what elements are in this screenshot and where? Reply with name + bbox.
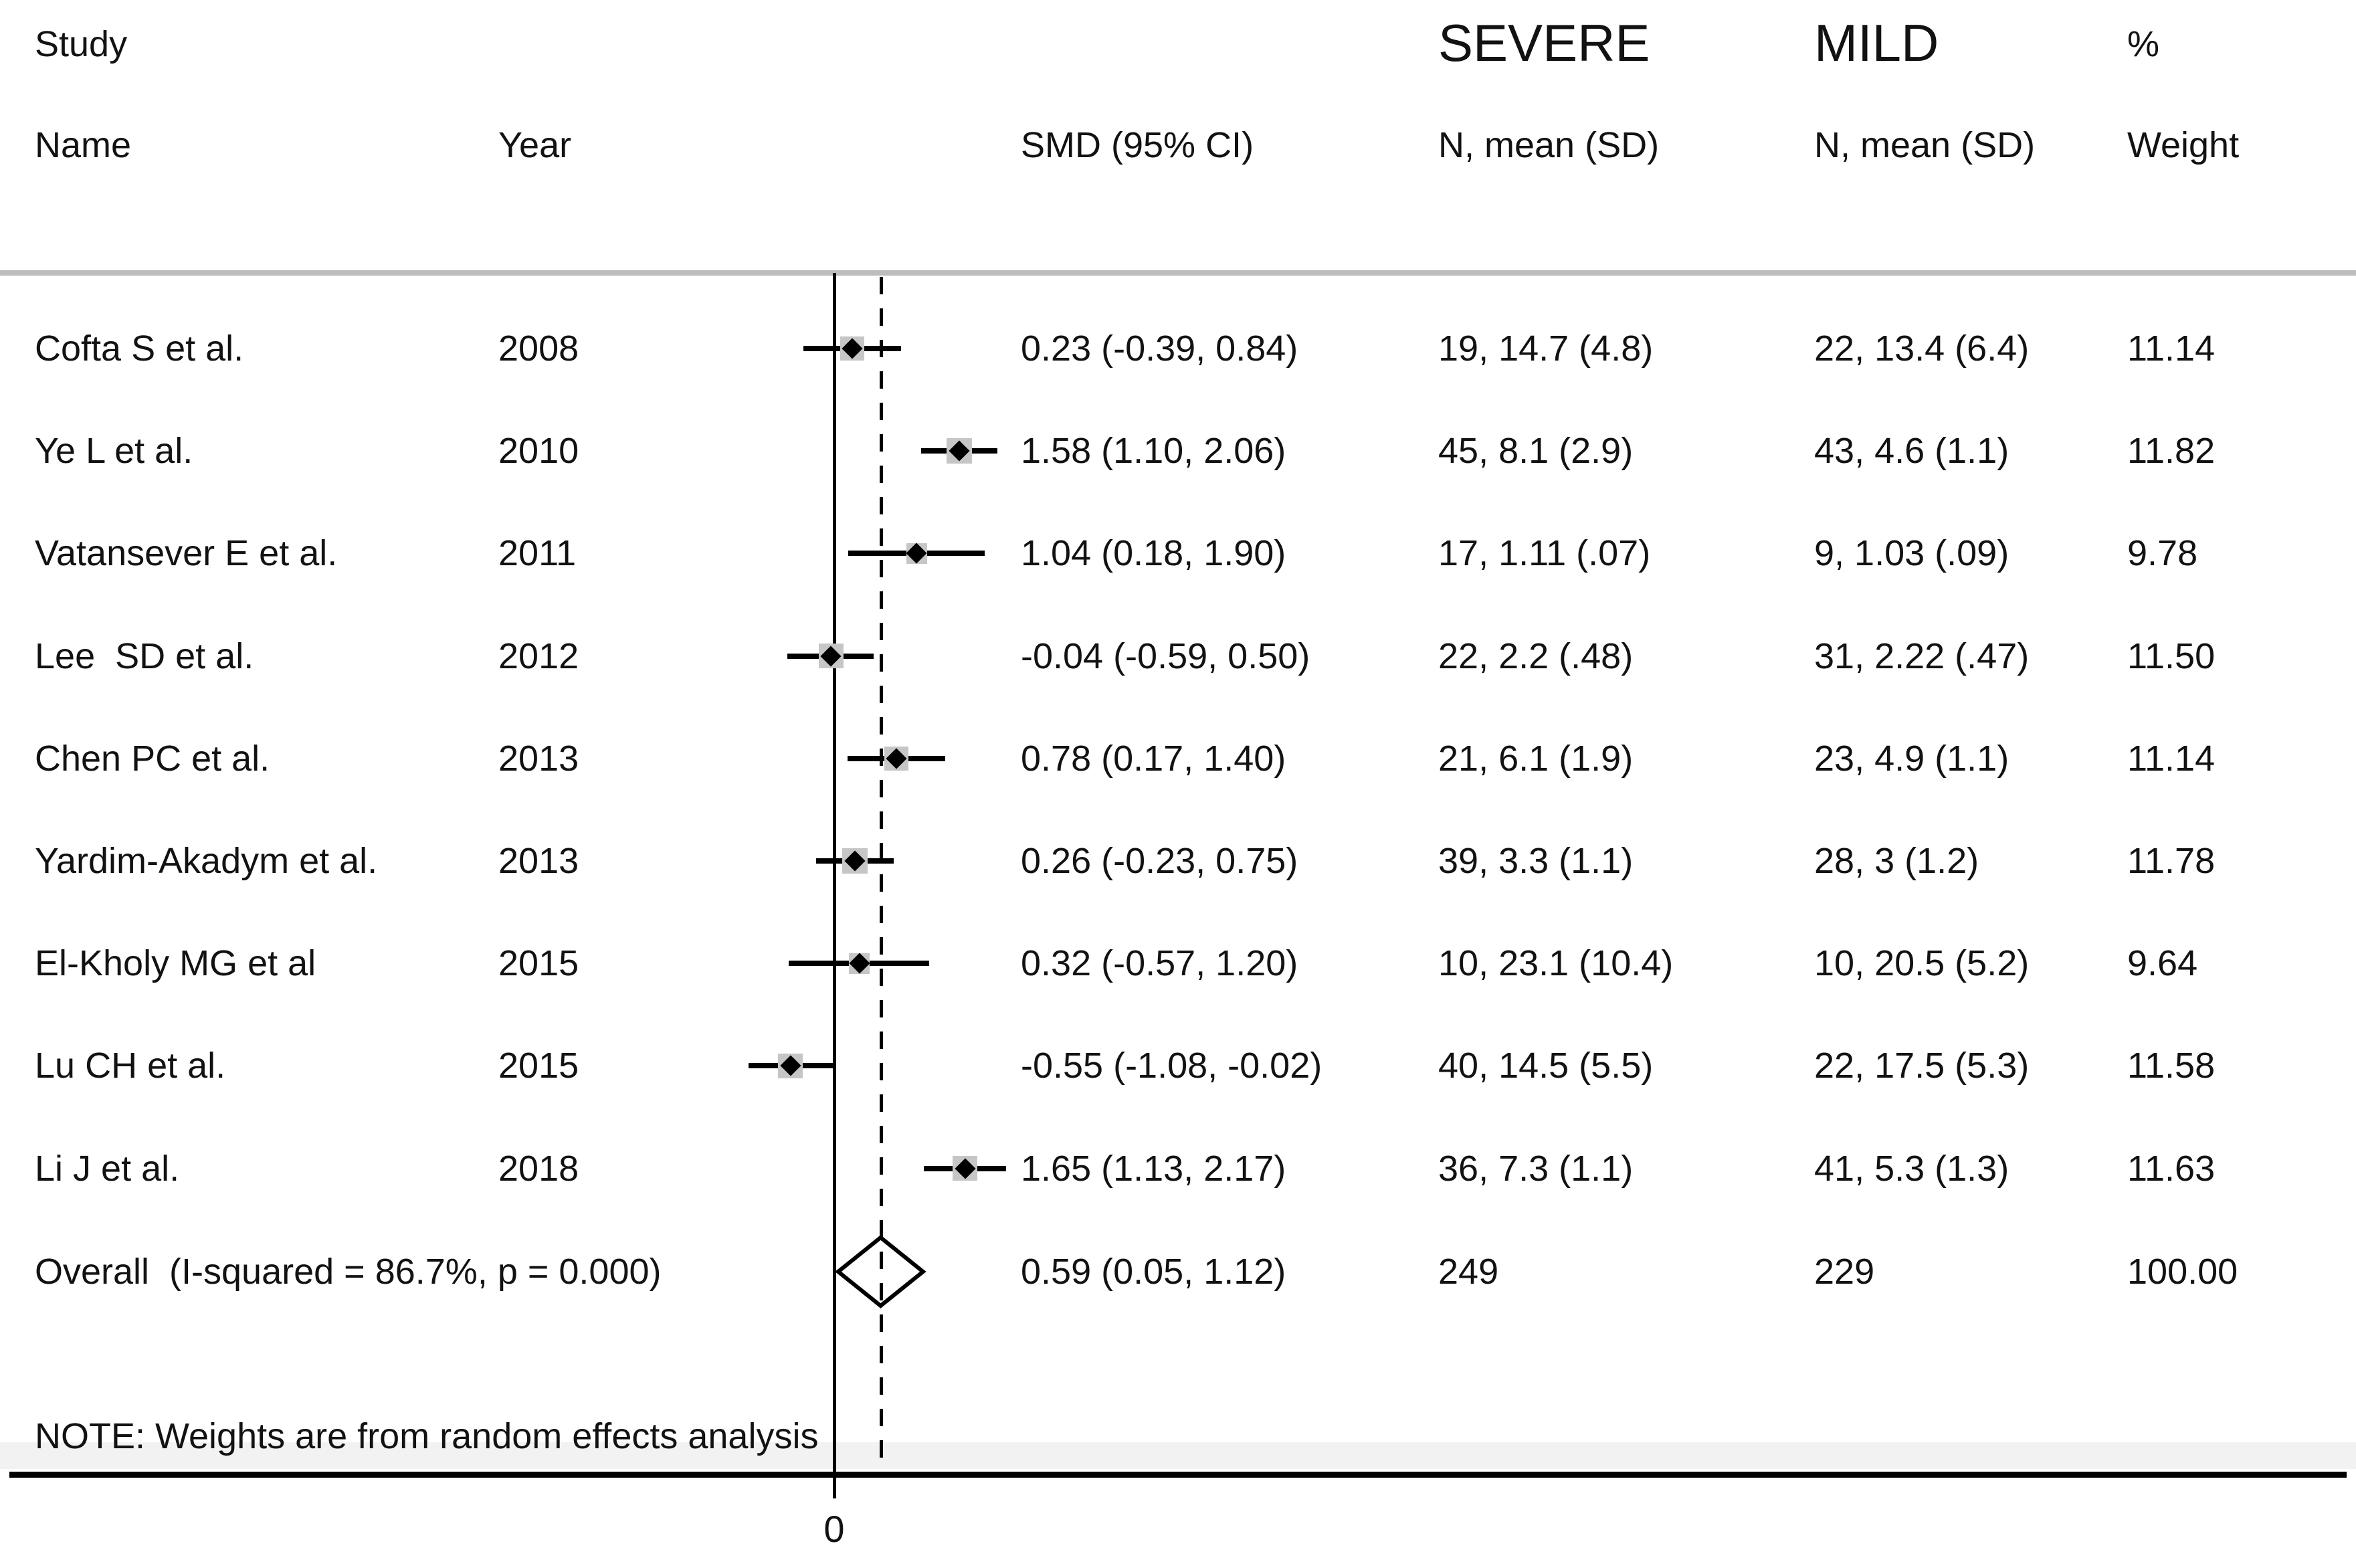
study-year: 2013 [498, 841, 579, 881]
severe-value: 21, 6.1 (1.9) [1438, 738, 1634, 779]
smd-ci-value: 0.32 (-0.57, 1.20) [1021, 943, 1298, 984]
weight-value: 11.78 [2127, 841, 2216, 881]
header-mild-group-label: MILD [1814, 13, 1939, 72]
study-year: 2010 [498, 431, 579, 472]
severe-value: 10, 23.1 (10.4) [1438, 943, 1674, 984]
mild-value: 43, 4.6 (1.1) [1814, 431, 2009, 472]
header-weight-label: Weight [2127, 125, 2240, 165]
study-year: 2018 [498, 1148, 579, 1189]
header-smd-ci-label: SMD (95% CI) [1021, 125, 1254, 165]
study-name: El-Kholy MG et al [35, 943, 316, 984]
smd-ci-value: -0.04 (-0.59, 0.50) [1021, 635, 1310, 676]
study-name: Lu CH et al. [35, 1046, 226, 1086]
header-severe-group-label: SEVERE [1438, 13, 1650, 72]
mild-value: 23, 4.9 (1.1) [1814, 738, 2009, 779]
study-name: Vatansever E et al. [35, 533, 338, 574]
overall-mild-n: 229 [1814, 1252, 1875, 1292]
overall-severe-n: 249 [1438, 1252, 1499, 1292]
study-name: Ye L et al. [35, 431, 193, 472]
study-name: Li J et al. [35, 1148, 180, 1189]
smd-ci-value: 1.04 (0.18, 1.90) [1021, 533, 1286, 574]
weight-value: 9.78 [2127, 533, 2198, 574]
severe-value: 22, 2.2 (.48) [1438, 635, 1634, 676]
mild-value: 22, 17.5 (5.3) [1814, 1046, 2030, 1086]
header-percent-label: % [2127, 24, 2160, 64]
overall-diamond [835, 1235, 926, 1308]
smd-ci-value: 0.78 (0.17, 1.40) [1021, 738, 1286, 779]
smd-ci-value: 1.58 (1.10, 2.06) [1021, 431, 1286, 472]
header-severe-nmean-label: N, mean (SD) [1438, 125, 1660, 165]
severe-value: 39, 3.3 (1.1) [1438, 841, 1634, 881]
header-study-label: Study [35, 24, 128, 64]
overall-label: Overall (I-squared = 86.7%, p = 0.000) [35, 1252, 662, 1292]
smd-ci-value: 0.23 (-0.39, 0.84) [1021, 328, 1298, 369]
x-axis-tick-label: 0 [823, 1508, 845, 1550]
study-year: 2015 [498, 1046, 579, 1086]
header-year-label: Year [498, 125, 572, 165]
severe-value: 19, 14.7 (4.8) [1438, 328, 1654, 369]
mild-value: 22, 13.4 (6.4) [1814, 328, 2030, 369]
study-name: Chen PC et al. [35, 738, 270, 779]
study-name: Cofta S et al. [35, 328, 244, 369]
mild-value: 9, 1.03 (.09) [1814, 533, 2009, 574]
weight-value: 11.14 [2127, 328, 2216, 369]
overall-smd-ci-value: 0.59 (0.05, 1.12) [1021, 1252, 1286, 1292]
note-text: NOTE: Weights are from random effects an… [35, 1416, 819, 1456]
study-year: 2008 [498, 328, 579, 369]
smd-ci-value: -0.55 (-1.08, -0.02) [1021, 1046, 1322, 1086]
header-mild-nmean-label: N, mean (SD) [1814, 125, 2036, 165]
study-year: 2013 [498, 738, 579, 779]
study-year: 2015 [498, 943, 579, 984]
weight-value: 9.64 [2127, 943, 2198, 984]
header-separator-line [0, 270, 2356, 276]
severe-value: 45, 8.1 (2.9) [1438, 431, 1634, 472]
study-name: Yardim-Akadym et al. [35, 841, 378, 881]
severe-value: 40, 14.5 (5.5) [1438, 1046, 1654, 1086]
overall-dashed-line [880, 277, 883, 1472]
weight-value: 11.50 [2127, 635, 2216, 676]
weight-value: 11.82 [2127, 431, 2216, 472]
weight-value: 11.58 [2127, 1046, 2216, 1086]
smd-ci-value: 0.26 (-0.23, 0.75) [1021, 841, 1298, 881]
mild-value: 41, 5.3 (1.3) [1814, 1148, 2009, 1189]
severe-value: 17, 1.11 (.07) [1438, 533, 1651, 574]
mild-value: 31, 2.22 (.47) [1814, 635, 2030, 676]
weight-value: 11.63 [2127, 1148, 2216, 1189]
mild-value: 10, 20.5 (5.2) [1814, 943, 2030, 984]
axis-shading-band [0, 1442, 2356, 1469]
zero-reference-line [833, 273, 836, 1498]
study-year: 2011 [498, 533, 577, 574]
smd-ci-value: 1.65 (1.13, 2.17) [1021, 1148, 1286, 1189]
header-name-label: Name [35, 125, 132, 165]
mild-value: 28, 3 (1.2) [1814, 841, 1979, 881]
study-name: Lee SD et al. [35, 635, 254, 676]
x-axis-line [9, 1472, 2347, 1478]
severe-value: 36, 7.3 (1.1) [1438, 1148, 1634, 1189]
overall-weight-value: 100.00 [2127, 1252, 2238, 1292]
study-year: 2012 [498, 635, 579, 676]
weight-value: 11.14 [2127, 738, 2216, 779]
